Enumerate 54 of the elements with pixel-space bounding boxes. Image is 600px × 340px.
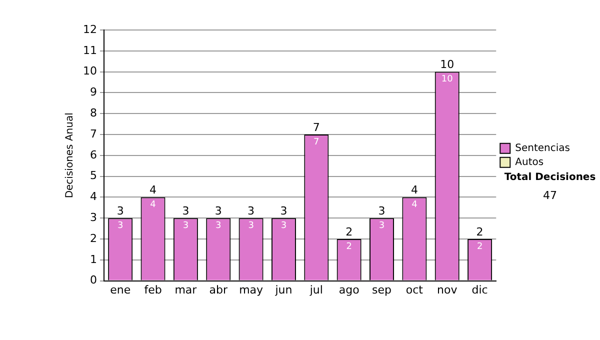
total-label: 4	[150, 184, 157, 197]
data-label: 3	[182, 220, 189, 231]
y-tick-label: 11	[82, 44, 97, 57]
y-tick-label: 4	[90, 190, 97, 204]
x-tick-label: feb	[144, 283, 162, 296]
y-tick-label: 12	[82, 22, 97, 36]
data-label: 3	[117, 220, 124, 231]
x-tick-label: jun	[274, 283, 292, 296]
total-label: 3	[182, 204, 190, 218]
data-label: 4	[150, 200, 156, 210]
x-tick-label: jul	[308, 283, 323, 296]
x-tick-label: sep	[372, 283, 392, 296]
total-label: 3	[248, 204, 255, 218]
total-label: 2	[346, 225, 353, 238]
y-tick-label: 6	[90, 148, 97, 162]
y-tick-label: 0	[90, 274, 97, 287]
data-label: 10	[441, 74, 454, 85]
y-tick-label: 2	[90, 232, 97, 245]
text: Total Decisiones	[503, 172, 597, 183]
text: 47	[542, 189, 558, 202]
total-label: 2	[476, 225, 484, 238]
x-tick-label: dic	[472, 283, 488, 296]
data-label: 2	[476, 242, 483, 252]
y-axis-title: Decisiones Anual	[64, 112, 76, 198]
x-tick-label: may	[239, 283, 264, 296]
total-label: 4	[410, 184, 418, 197]
data-label: 3	[378, 220, 385, 231]
data-label: 3	[280, 220, 287, 231]
total-label: 3	[116, 204, 124, 218]
total-label: 3	[280, 204, 288, 218]
y-tick-label: 8	[90, 106, 97, 120]
x-tick-label: nov	[437, 283, 458, 296]
data-label: 3	[216, 220, 222, 231]
legend-label: Autos	[515, 156, 544, 168]
total-label: 3	[214, 204, 222, 218]
x-tick-label: ago	[338, 283, 360, 296]
x-tick-label: abr	[209, 283, 228, 296]
total-label: 3	[378, 204, 386, 218]
data-label: 3	[248, 220, 254, 231]
y-tick-label: 10	[82, 64, 97, 78]
y-tick-label: 1	[90, 252, 97, 266]
x-tick-label: oct	[406, 283, 424, 296]
y-tick-label: 7	[90, 127, 97, 140]
total-label: 7	[312, 120, 320, 134]
data-label: 4	[412, 200, 418, 210]
total-label: 10	[440, 58, 454, 72]
y-tick-label: 5	[90, 169, 97, 182]
x-tick-label: ene	[110, 283, 131, 296]
legend-label: Sentencias	[515, 142, 570, 154]
y-tick-label: 3	[90, 210, 97, 224]
data-label: 7	[314, 137, 320, 148]
data-label: 2	[346, 242, 352, 252]
y-tick-label: 9	[90, 86, 97, 99]
x-tick-label: mar	[174, 283, 198, 296]
